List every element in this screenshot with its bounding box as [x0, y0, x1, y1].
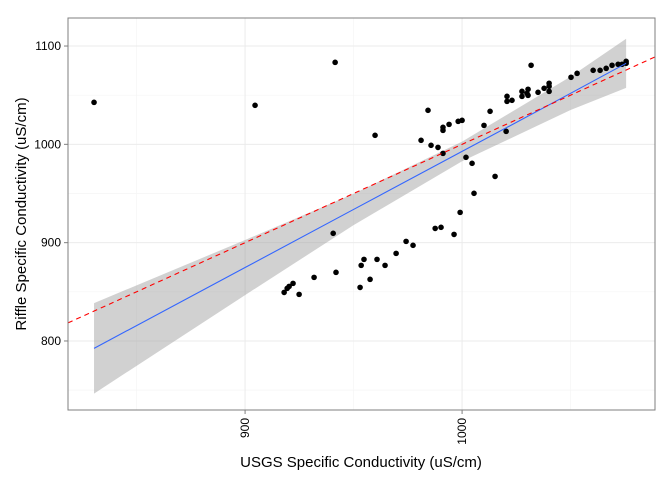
- data-point: [330, 230, 336, 237]
- data-point: [525, 92, 531, 99]
- data-point: [281, 289, 287, 296]
- data-point: [535, 89, 541, 96]
- data-point: [509, 97, 515, 104]
- data-point: [432, 225, 438, 232]
- data-point: [372, 132, 378, 139]
- data-point: [446, 121, 452, 128]
- data-point: [286, 283, 292, 290]
- data-point: [541, 85, 547, 92]
- data-point: [623, 58, 629, 65]
- y-tick-label: 1000: [34, 137, 61, 151]
- data-point: [568, 74, 574, 81]
- x-tick-label: 900: [238, 418, 252, 438]
- y-tick-label: 800: [41, 334, 61, 348]
- data-point: [519, 93, 525, 100]
- data-point: [469, 160, 475, 167]
- data-point: [440, 124, 446, 131]
- data-point: [361, 256, 367, 263]
- data-point: [525, 86, 531, 93]
- data-point: [333, 269, 339, 276]
- data-point: [252, 102, 258, 109]
- data-point: [451, 231, 457, 238]
- regression-line: [93, 62, 627, 349]
- plot-layers: [68, 38, 655, 394]
- data-point: [91, 99, 97, 106]
- data-point: [603, 65, 609, 72]
- data-point: [590, 67, 596, 74]
- data-point: [311, 274, 317, 281]
- data-point: [519, 88, 525, 95]
- data-point: [357, 284, 363, 291]
- data-point: [574, 70, 580, 77]
- grid: [68, 18, 655, 410]
- data-point: [290, 280, 296, 287]
- panel: [68, 18, 655, 410]
- data-point: [487, 108, 493, 115]
- data-point: [546, 88, 552, 95]
- data-point: [503, 128, 509, 135]
- data-point: [481, 122, 487, 129]
- data-point: [403, 238, 409, 245]
- data-point: [374, 256, 380, 263]
- data-point: [367, 276, 373, 283]
- data-point: [546, 80, 552, 87]
- data-point: [504, 93, 510, 100]
- y-tick-label: 900: [41, 236, 61, 250]
- data-point: [438, 224, 444, 231]
- panel-border: [67, 17, 656, 411]
- data-point: [358, 262, 364, 269]
- data-point: [609, 62, 615, 69]
- data-point: [615, 61, 621, 68]
- data-point: [440, 150, 446, 157]
- data-point: [332, 59, 338, 66]
- y-axis-title: Riffle Specific Conductivity (uS/cm): [13, 97, 30, 330]
- data-point: [463, 154, 469, 161]
- data-point: [492, 173, 498, 180]
- data-point: [393, 250, 399, 257]
- data-point: [528, 62, 534, 69]
- data-point: [471, 190, 477, 197]
- data-point: [504, 98, 510, 105]
- data-point: [410, 242, 416, 249]
- data-point: [425, 107, 431, 114]
- data-point: [597, 67, 603, 74]
- axes: 900 1000 800 900 1000 1100: [34, 39, 469, 445]
- data-point: [418, 137, 424, 144]
- data-point: [457, 209, 463, 216]
- data-point: [459, 117, 465, 124]
- data-point: [382, 262, 388, 269]
- x-axis-title: USGS Specific Conductivity (uS/cm): [240, 454, 482, 471]
- x-tick-label: 1000: [455, 418, 469, 445]
- confidence-band: [94, 38, 627, 394]
- data-point: [435, 144, 441, 151]
- y-tick-label: 1100: [35, 39, 61, 53]
- data-point: [296, 291, 302, 298]
- data-point: [428, 142, 434, 149]
